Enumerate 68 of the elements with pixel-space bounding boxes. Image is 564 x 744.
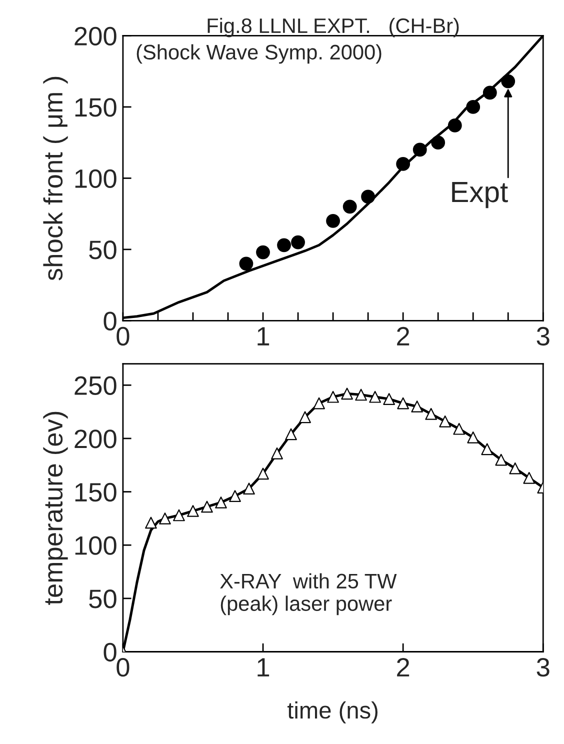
point xyxy=(481,443,494,456)
point xyxy=(173,509,185,522)
point xyxy=(326,214,340,228)
point xyxy=(495,454,508,466)
x-tick-label: 1 xyxy=(258,327,270,346)
point xyxy=(467,431,480,444)
x-tick-label: 0 xyxy=(116,326,130,346)
point xyxy=(361,190,376,204)
point xyxy=(285,428,297,440)
y-tick-label: 150 xyxy=(75,98,116,117)
annotation: Expt xyxy=(452,182,508,208)
point xyxy=(291,235,305,250)
y-tick-label: 0 xyxy=(104,312,116,330)
y-tick-label: 250 xyxy=(74,376,116,395)
point xyxy=(215,496,227,508)
y-tick-label: 50 xyxy=(89,240,116,260)
point xyxy=(187,505,199,517)
point xyxy=(342,200,357,214)
x-tick-label: 3 xyxy=(536,658,550,677)
point xyxy=(453,422,466,435)
y-tick-label: 50 xyxy=(89,590,116,608)
point xyxy=(256,245,270,260)
y-axis-title: temperature (ev) xyxy=(43,412,68,605)
y-tick-label: 100 xyxy=(75,169,116,188)
point xyxy=(369,390,381,403)
point xyxy=(239,256,254,271)
y-tick-label: 0 xyxy=(104,642,116,662)
point xyxy=(425,408,438,420)
y-tick-label: 100 xyxy=(75,536,116,555)
point xyxy=(397,397,410,410)
point xyxy=(431,136,446,150)
x-tick-label: 2 xyxy=(397,326,410,346)
point xyxy=(299,411,311,424)
point xyxy=(243,482,255,495)
point xyxy=(439,415,452,428)
y-tick-label: 150 xyxy=(75,482,116,502)
y-tick-label: 200 xyxy=(74,26,116,46)
point xyxy=(383,393,395,405)
x-axis-title: time (ns) xyxy=(287,701,378,724)
point xyxy=(355,388,367,401)
point xyxy=(327,390,339,403)
point xyxy=(411,400,424,412)
x-tick-label: 3 xyxy=(536,326,550,346)
x-tick-label: 1 xyxy=(258,658,270,676)
point xyxy=(466,100,480,114)
point xyxy=(257,468,269,480)
chart-title: Fig.8 LLNL EXPT. (CH-Br) xyxy=(208,18,459,38)
point xyxy=(482,86,497,100)
point xyxy=(159,512,171,524)
chart-subtitle: (Shock Wave Symp. 2000) xyxy=(136,44,382,64)
point xyxy=(501,74,516,88)
point xyxy=(277,238,291,252)
annotation: X-RAY with 25 TW (peak) laser power xyxy=(220,573,397,616)
point xyxy=(509,462,522,474)
point xyxy=(313,397,325,410)
point xyxy=(201,500,213,513)
point xyxy=(341,388,353,400)
point xyxy=(523,472,536,484)
point xyxy=(412,142,427,157)
y-tick-label: 200 xyxy=(74,430,116,448)
point xyxy=(448,118,462,132)
point xyxy=(229,490,241,502)
x-tick-label: 2 xyxy=(397,658,410,676)
point xyxy=(271,447,283,460)
point xyxy=(396,156,410,171)
point xyxy=(145,516,157,529)
y-axis-title: shock front ( μm ) xyxy=(43,76,68,280)
x-tick-label: 0 xyxy=(116,658,130,677)
